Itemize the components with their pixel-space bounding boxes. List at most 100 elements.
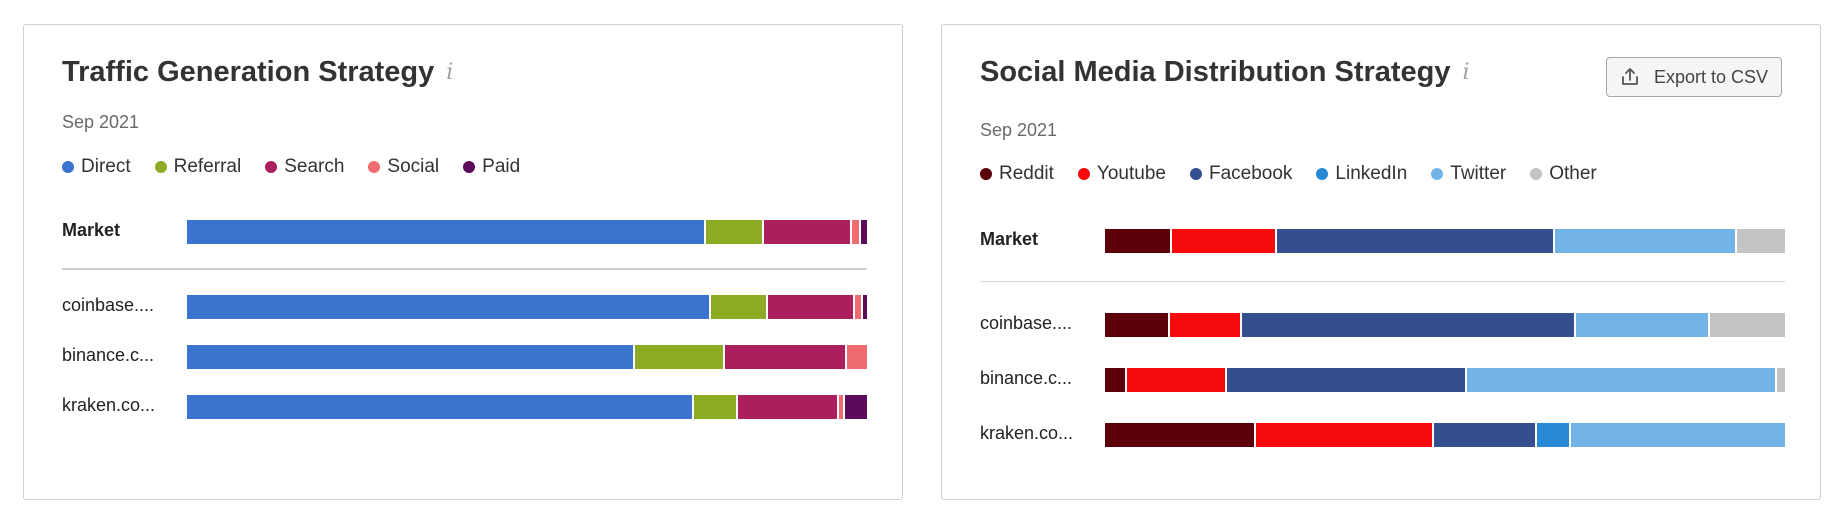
social-kraken-segment-youtube[interactable] bbox=[1255, 423, 1435, 447]
social-coinbase-segment-other[interactable] bbox=[1710, 313, 1785, 337]
traffic-row-label-binance: binance.c... bbox=[62, 345, 155, 365]
legend-dot-icon bbox=[1530, 168, 1543, 180]
social-row-label-kraken: kraken.co... bbox=[980, 423, 1074, 443]
legend-item-facebook[interactable]: Facebook bbox=[1189, 163, 1293, 185]
export-to-csv-button[interactable]: Export to CSV bbox=[1606, 57, 1782, 97]
legend-item-referral[interactable]: Referral bbox=[154, 156, 242, 178]
social-date: Sep 2021 bbox=[980, 120, 1058, 140]
legend-label: Paid bbox=[482, 156, 521, 177]
social-binance-segment-youtube[interactable] bbox=[1126, 368, 1227, 392]
traffic-market-segment-social[interactable] bbox=[852, 220, 861, 244]
traffic-kraken-segment-social[interactable] bbox=[839, 395, 845, 419]
social-coinbase-segment-facebook[interactable] bbox=[1241, 313, 1576, 337]
social-row-bar-kraken[interactable] bbox=[1105, 423, 1785, 447]
social-title-text: Social Media Distribution Strategy bbox=[980, 56, 1451, 88]
legend-label: Search bbox=[284, 156, 345, 177]
traffic-market-segment-referral[interactable] bbox=[705, 220, 765, 244]
social-divider bbox=[980, 281, 1785, 282]
traffic-row-bar-kraken[interactable] bbox=[187, 395, 867, 419]
social-distribution-title: Social Media Distribution Strategy i bbox=[980, 56, 1470, 89]
traffic-title-text: Traffic Generation Strategy bbox=[62, 56, 435, 88]
traffic-date: Sep 2021 bbox=[62, 112, 140, 132]
traffic-row-label-kraken: kraken.co... bbox=[62, 395, 156, 415]
social-row-bar-binance[interactable] bbox=[1105, 368, 1785, 392]
traffic-row-bar-binance[interactable] bbox=[187, 345, 867, 369]
legend-dot-icon bbox=[1189, 168, 1202, 180]
traffic-legend: Direct Referral Search Social Paid bbox=[62, 156, 544, 178]
legend-label: LinkedIn bbox=[1335, 163, 1408, 184]
legend-item-youtube[interactable]: Youtube bbox=[1077, 163, 1166, 185]
traffic-divider bbox=[62, 268, 867, 270]
legend-item-reddit[interactable]: Reddit bbox=[980, 163, 1054, 185]
legend-item-twitter[interactable]: Twitter bbox=[1431, 163, 1506, 185]
legend-dot-icon bbox=[1077, 168, 1090, 180]
social-market-label: Market bbox=[980, 229, 1039, 249]
traffic-binance-segment-search[interactable] bbox=[724, 345, 847, 369]
traffic-generation-title: Traffic Generation Strategy i bbox=[62, 56, 453, 89]
traffic-kraken-segment-referral[interactable] bbox=[693, 395, 739, 419]
social-kraken-segment-linkedin[interactable] bbox=[1536, 423, 1571, 447]
social-binance-segment-facebook[interactable] bbox=[1226, 368, 1468, 392]
legend-label: Referral bbox=[173, 156, 242, 177]
social-binance-segment-other[interactable] bbox=[1776, 368, 1785, 392]
social-market-segment-youtube[interactable] bbox=[1171, 229, 1278, 253]
traffic-coinbase-segment-referral[interactable] bbox=[710, 295, 768, 319]
social-kraken-segment-reddit[interactable] bbox=[1105, 423, 1256, 447]
social-market-bar[interactable] bbox=[1105, 229, 1785, 253]
social-binance-segment-reddit[interactable] bbox=[1105, 368, 1127, 392]
traffic-market-label: Market bbox=[62, 220, 121, 240]
social-row-label-coinbase: coinbase.... bbox=[980, 313, 1073, 333]
social-market-segment-other[interactable] bbox=[1736, 229, 1785, 253]
traffic-market-segment-direct[interactable] bbox=[187, 220, 706, 244]
legend-label: Social bbox=[387, 156, 440, 177]
legend-item-paid[interactable]: Paid bbox=[463, 156, 520, 178]
social-row-label-binance: binance.c... bbox=[980, 368, 1073, 388]
social-coinbase-segment-twitter[interactable] bbox=[1575, 313, 1711, 337]
traffic-coinbase-segment-social[interactable] bbox=[854, 295, 863, 319]
legend-item-direct[interactable]: Direct bbox=[62, 156, 131, 178]
export-label: Export to CSV bbox=[1653, 66, 1769, 87]
legend-item-search[interactable]: Search bbox=[265, 156, 344, 178]
info-icon[interactable]: i bbox=[446, 60, 454, 85]
traffic-kraken-segment-direct[interactable] bbox=[187, 395, 694, 419]
traffic-kraken-segment-paid[interactable] bbox=[844, 395, 867, 419]
social-legend: Reddit Youtube Facebook LinkedIn Twitter Othe… bbox=[980, 163, 1621, 185]
traffic-coinbase-segment-direct[interactable] bbox=[187, 295, 711, 319]
legend-label: Direct bbox=[81, 156, 131, 177]
social-market-segment-twitter[interactable] bbox=[1555, 229, 1737, 253]
traffic-binance-segment-social[interactable] bbox=[846, 345, 867, 369]
traffic-market-segment-paid[interactable] bbox=[860, 220, 867, 244]
social-media-distribution-card: Social Media Distribution Strategy i Exp… bbox=[941, 24, 1821, 500]
legend-label: Facebook bbox=[1208, 163, 1293, 184]
traffic-kraken-segment-search[interactable] bbox=[738, 395, 840, 419]
legend-item-social[interactable]: Social bbox=[368, 156, 439, 178]
social-coinbase-segment-youtube[interactable] bbox=[1169, 313, 1242, 337]
traffic-row-bar-coinbase[interactable] bbox=[187, 295, 867, 319]
traffic-market-segment-search[interactable] bbox=[764, 220, 853, 244]
legend-dot-icon bbox=[154, 161, 167, 173]
export-upload-icon bbox=[1622, 68, 1638, 85]
social-market-segment-facebook[interactable] bbox=[1277, 229, 1556, 253]
traffic-binance-segment-referral[interactable] bbox=[635, 345, 725, 369]
social-market-segment-reddit[interactable] bbox=[1105, 229, 1172, 253]
legend-label: Reddit bbox=[999, 163, 1054, 184]
social-kraken-segment-facebook[interactable] bbox=[1434, 423, 1537, 447]
social-binance-segment-twitter[interactable] bbox=[1467, 368, 1777, 392]
social-row-bar-coinbase[interactable] bbox=[1105, 313, 1785, 337]
legend-dot-icon bbox=[463, 161, 476, 173]
legend-label: Twitter bbox=[1450, 163, 1507, 184]
traffic-binance-segment-direct[interactable] bbox=[187, 345, 636, 369]
social-coinbase-segment-reddit[interactable] bbox=[1105, 313, 1170, 337]
traffic-row-label-coinbase: coinbase.... bbox=[62, 295, 155, 315]
legend-item-linkedin[interactable]: LinkedIn bbox=[1316, 163, 1407, 185]
social-kraken-segment-twitter[interactable] bbox=[1570, 423, 1785, 447]
legend-dot-icon bbox=[368, 161, 381, 173]
traffic-market-bar[interactable] bbox=[187, 220, 867, 244]
legend-dot-icon bbox=[980, 168, 992, 180]
info-icon[interactable]: i bbox=[1462, 60, 1470, 85]
traffic-coinbase-segment-search[interactable] bbox=[767, 295, 855, 319]
legend-label: Other bbox=[1549, 163, 1597, 184]
legend-item-other[interactable]: Other bbox=[1530, 163, 1597, 185]
traffic-coinbase-segment-paid[interactable] bbox=[862, 295, 867, 319]
legend-dot-icon bbox=[62, 161, 74, 173]
